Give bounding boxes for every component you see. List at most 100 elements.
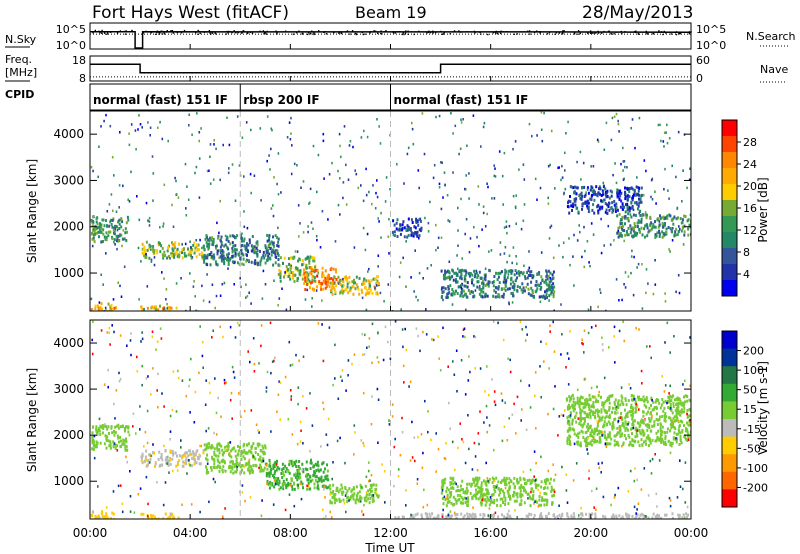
echo-cell — [463, 269, 466, 273]
echo-cell — [114, 224, 117, 228]
echo-cell — [118, 234, 121, 238]
noise-sample-dot — [601, 32, 603, 34]
echo-cell — [360, 496, 363, 500]
echo-cell — [367, 497, 370, 501]
echo-cell — [113, 306, 116, 310]
echo-cell — [178, 250, 181, 254]
echo-cell — [502, 280, 505, 284]
echo-cell — [485, 500, 488, 504]
echo-cell — [664, 222, 666, 225]
echo-cell — [467, 496, 470, 500]
scatter-cell — [668, 197, 670, 200]
echo-cell — [396, 235, 399, 238]
scatter-cell — [477, 185, 480, 188]
echo-cell — [216, 444, 219, 448]
echo-cell — [285, 265, 288, 269]
echo-cell — [97, 307, 100, 311]
echo-cell — [441, 291, 444, 294]
echo-cell — [455, 489, 458, 493]
echo-cell — [454, 513, 457, 517]
echo-cell — [254, 262, 257, 266]
echo-cell — [327, 280, 329, 284]
echo-cell — [606, 189, 609, 193]
scatter-cell — [664, 300, 667, 303]
echo-cell — [349, 286, 352, 290]
echo-cell — [635, 431, 638, 435]
echo-cell — [484, 292, 487, 296]
echo-cell — [127, 218, 130, 222]
scatter-cell — [620, 162, 622, 166]
scatter-cell — [291, 363, 294, 366]
echo-cell — [273, 475, 275, 479]
echo-cell — [116, 236, 119, 240]
echo-cell — [91, 514, 94, 518]
scatter-cell — [601, 343, 604, 346]
echo-cell — [657, 398, 660, 402]
echo-cell — [453, 503, 456, 506]
echo-cell — [643, 403, 646, 407]
scatter-cell — [198, 196, 201, 199]
echo-cell — [189, 449, 192, 453]
echo-cell — [669, 214, 672, 218]
echo-cell — [101, 218, 104, 222]
echo-cell — [508, 481, 511, 485]
echo-cell — [639, 513, 642, 517]
scatter-cell — [615, 112, 618, 116]
echo-cell — [459, 494, 462, 497]
echo-cell — [483, 273, 486, 277]
echo-cell — [459, 484, 462, 488]
echo-cell — [235, 460, 238, 463]
echo-cell — [630, 215, 633, 219]
echo-cell — [624, 190, 626, 194]
echo-cell — [257, 442, 260, 446]
scatter-cell — [550, 129, 553, 133]
echo-cell — [292, 257, 295, 260]
echo-cell — [682, 401, 685, 405]
echo-cell — [571, 393, 574, 397]
echo-cell — [550, 285, 553, 289]
echo-cell — [257, 444, 260, 448]
echo-cell — [536, 484, 539, 487]
echo-cell — [184, 254, 186, 258]
echo-cell — [654, 225, 657, 229]
echo-cell — [594, 515, 597, 519]
noise-sample-dot — [443, 32, 445, 34]
echo-cell — [618, 225, 621, 229]
echo-cell — [547, 288, 550, 292]
scatter-cell — [448, 287, 450, 290]
echo-cell — [622, 207, 624, 211]
echo-cell — [640, 512, 643, 516]
echo-cell — [395, 221, 398, 225]
echo-cell — [630, 228, 633, 232]
echo-cell — [322, 461, 325, 465]
echo-cell — [449, 284, 452, 288]
echo-cell — [569, 200, 572, 204]
scatter-cell — [388, 252, 390, 255]
echo-cell — [287, 268, 289, 272]
echo-cell — [671, 411, 674, 415]
echo-cell — [264, 253, 267, 257]
scatter-cell — [459, 422, 461, 425]
echo-cell — [228, 454, 231, 458]
scatter-cell — [245, 296, 247, 299]
scatter-cell — [289, 138, 292, 141]
scatter-cell — [322, 407, 325, 411]
echo-cell — [263, 256, 266, 260]
scatter-cell — [411, 127, 414, 131]
scatter-cell — [240, 285, 242, 289]
echo-cell — [625, 412, 628, 416]
echo-cell — [227, 263, 230, 266]
echo-cell — [222, 250, 225, 254]
scatter-cell — [679, 227, 681, 231]
echo-cell — [105, 437, 108, 441]
echo-cell — [455, 517, 458, 519]
echo-cell — [141, 308, 144, 311]
scatter-cell — [319, 246, 322, 249]
noise-sample-dot — [183, 29, 186, 32]
echo-cell — [671, 516, 674, 519]
echo-cell — [604, 210, 607, 214]
scatter-cell — [561, 164, 563, 168]
echo-cell — [227, 257, 230, 261]
echo-cell — [328, 277, 331, 281]
echo-cell — [120, 439, 122, 443]
